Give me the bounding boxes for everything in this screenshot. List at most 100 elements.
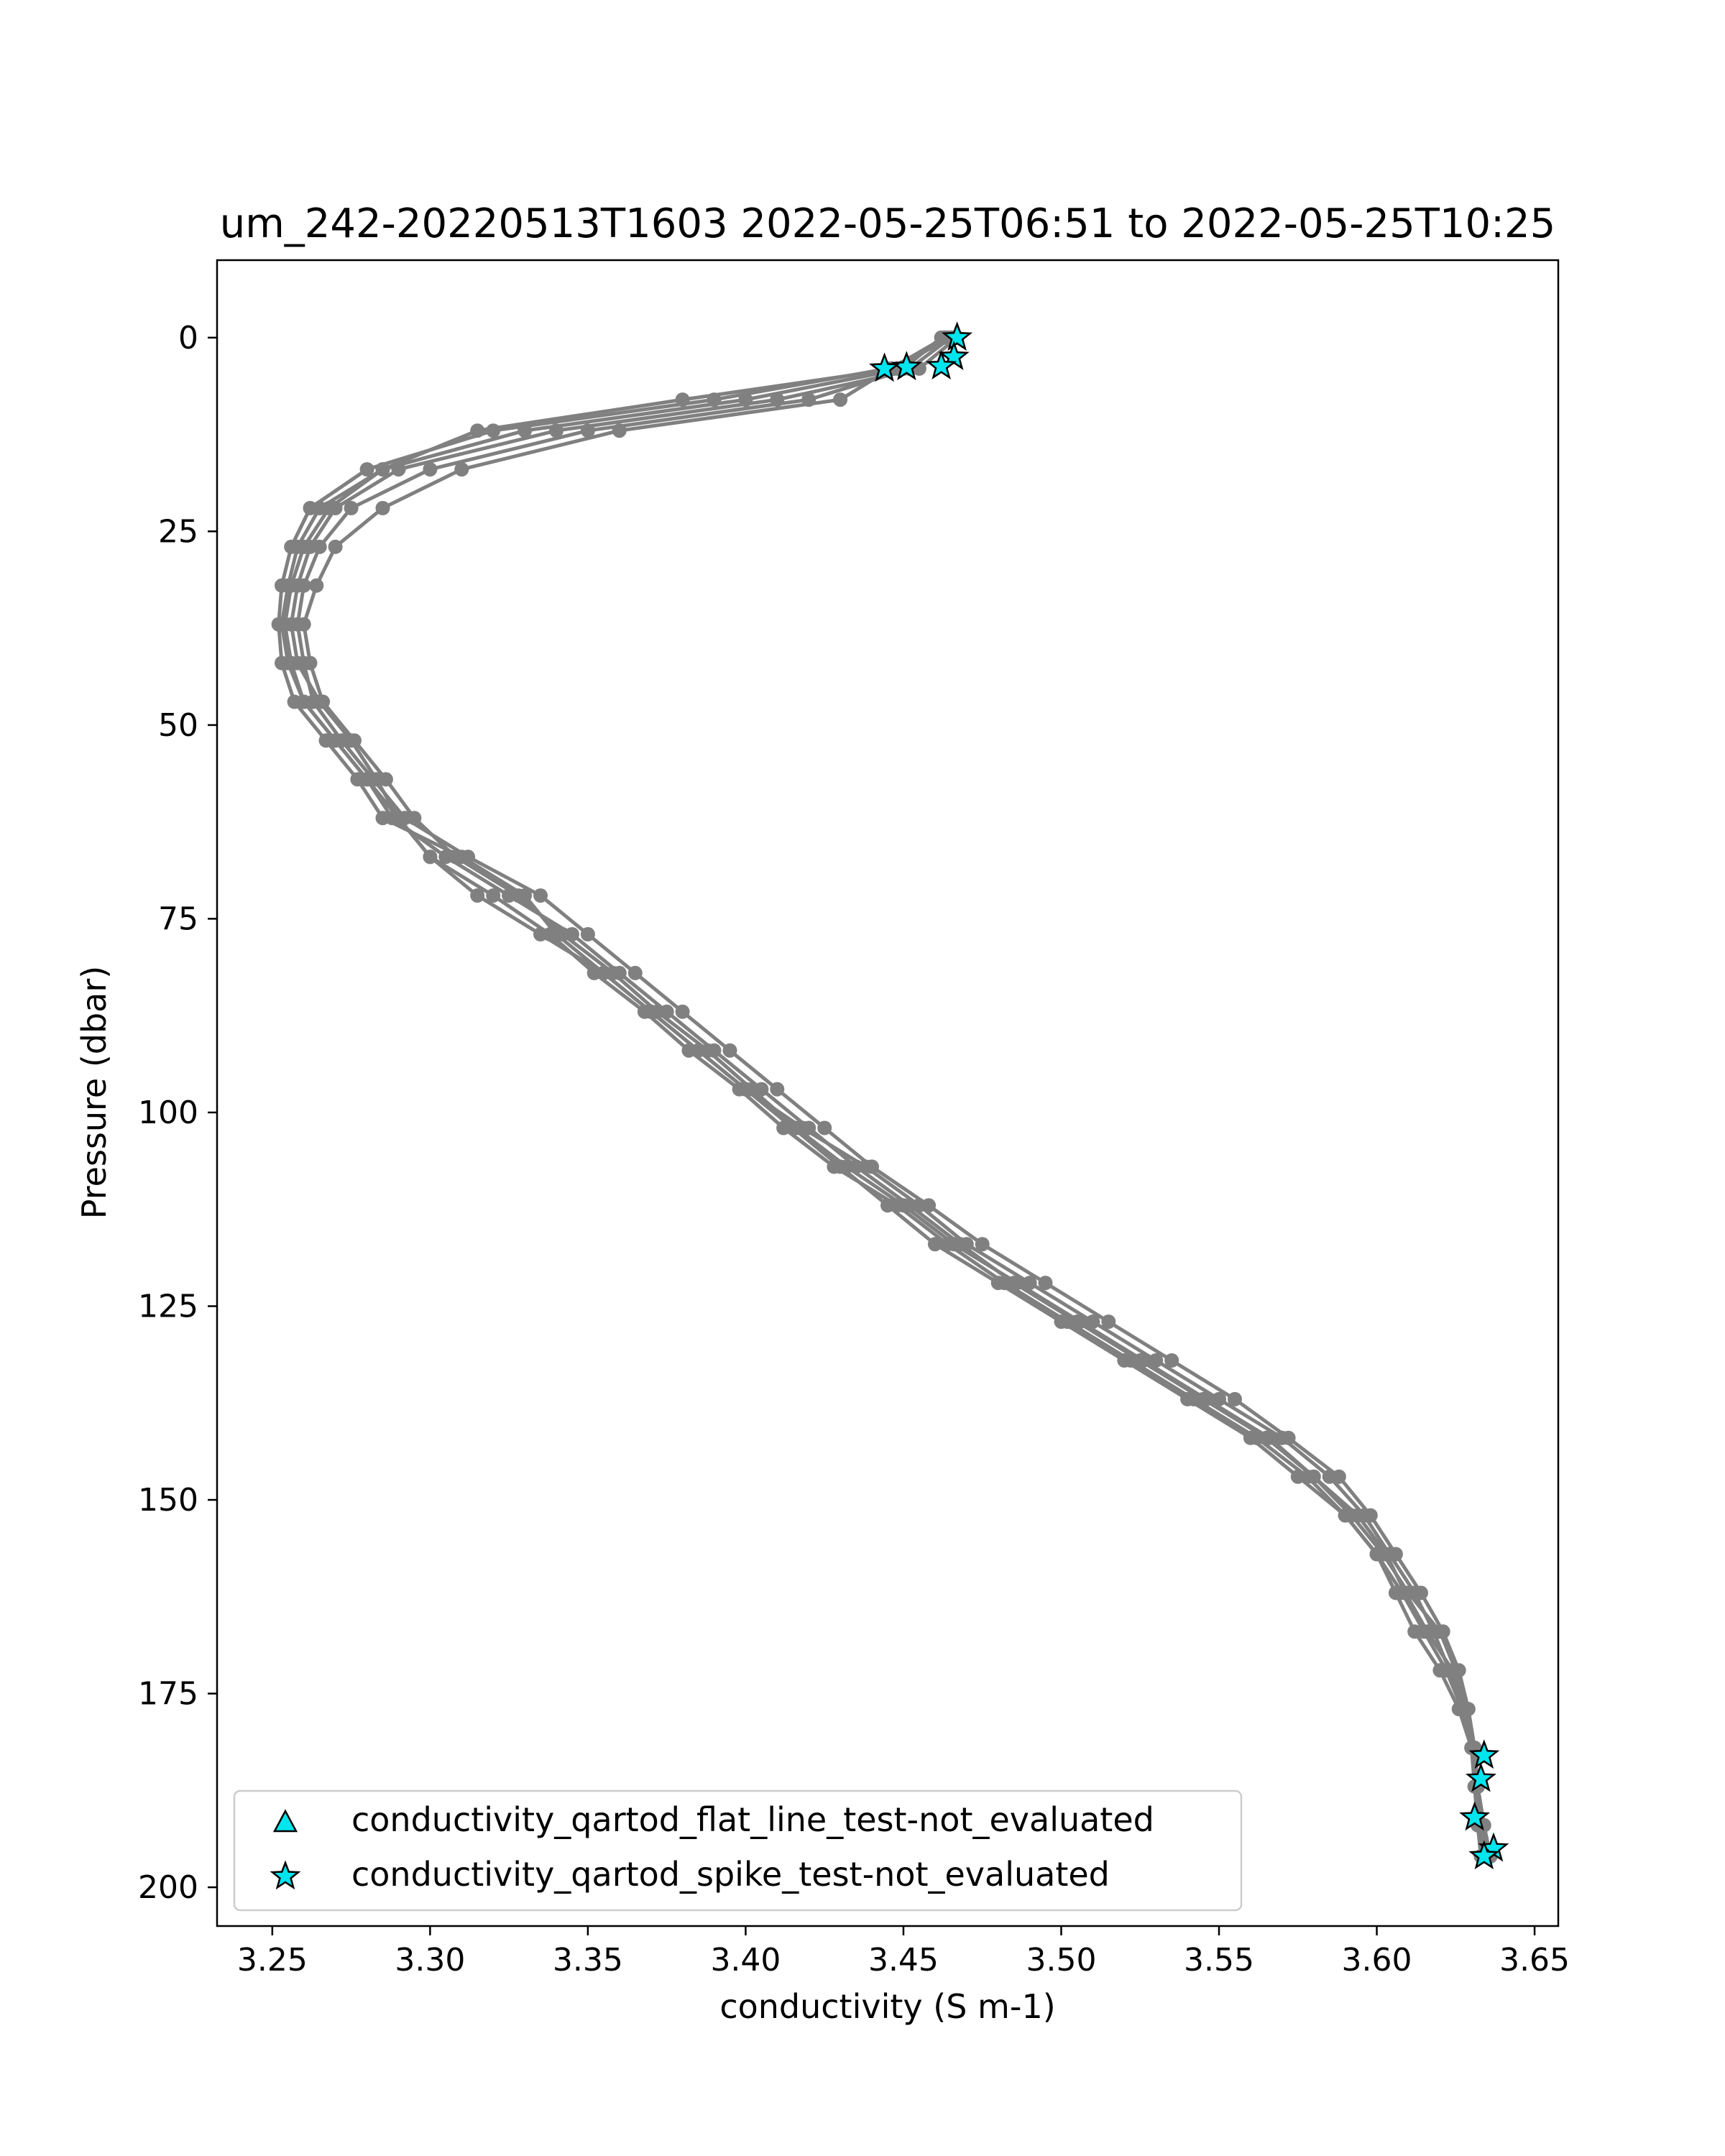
x-tick-label: 3.40 [710, 1942, 781, 1978]
data-point [328, 539, 343, 554]
data-point [375, 462, 390, 477]
data-point [347, 733, 362, 748]
data-point [865, 1159, 879, 1174]
spike-test-marker [1466, 1762, 1496, 1792]
data-point [1379, 1547, 1394, 1562]
data-point [681, 1043, 696, 1058]
x-tick-label: 3.35 [553, 1942, 623, 1978]
data-point [423, 462, 438, 477]
data-point [586, 965, 602, 980]
y-tick-label: 150 [138, 1482, 198, 1519]
data-point [454, 462, 469, 477]
data-point [817, 1120, 832, 1135]
legend: conductivity_qartod_flat_line_test-not_e… [233, 1789, 1243, 1912]
data-point [284, 578, 299, 593]
data-point [448, 849, 463, 865]
x-axis: 3.25 3.30 3.35 3.40 3.45 3.50 3.55 3.60 3.65 [237, 1926, 1570, 1978]
y-tick-label: 125 [138, 1288, 198, 1325]
data-point [359, 772, 374, 787]
y-tick-label: 75 [158, 900, 198, 937]
data-point [470, 423, 485, 438]
data-point [284, 655, 299, 671]
legend-frame [233, 1789, 1243, 1912]
data-point [375, 501, 390, 515]
x-tick-label: 3.60 [1342, 1942, 1412, 1978]
y-tick-label: 200 [138, 1869, 198, 1906]
data-point [407, 811, 422, 826]
data-point [700, 1043, 715, 1058]
legend-entry-flat-line: conductivity_qartod_flat_line_test-not_e… [272, 1800, 1154, 1839]
data-point [296, 617, 311, 632]
y-tick-label: 50 [158, 707, 198, 744]
spike-test-marker [942, 321, 973, 351]
legend-label-flat-line: conductivity_qartod_flat_line_test-not_e… [351, 1800, 1154, 1839]
spike-test-marker [926, 350, 957, 379]
marker-layer [869, 321, 1509, 1870]
data-point [732, 1082, 747, 1097]
data-point [328, 733, 343, 748]
chart-title: um_242-20220513T1603 2022-05-25T06:51 to… [220, 201, 1556, 247]
data-point [896, 1198, 911, 1213]
data-point [277, 617, 293, 632]
data-point [1420, 1624, 1435, 1639]
legend-label-spike: conductivity_qartod_spike_test-not_evalu… [351, 1855, 1110, 1894]
data-point [312, 539, 327, 554]
data-point [511, 888, 526, 903]
data-point [921, 1198, 937, 1213]
y-axis-label: Pressure (dbar) [75, 966, 114, 1219]
spike-test-marker [1459, 1801, 1491, 1831]
data-point [1363, 1508, 1378, 1523]
data-point [612, 423, 627, 438]
data-point [296, 694, 311, 709]
data-point [1398, 1585, 1413, 1600]
data-point [675, 1004, 690, 1019]
data-point [303, 501, 318, 515]
data-point [1351, 1508, 1366, 1523]
legend-star-shape [270, 1860, 301, 1890]
data-point [309, 578, 324, 593]
data-point [1445, 1663, 1460, 1678]
data-point [1338, 1508, 1353, 1523]
data-point [284, 539, 299, 554]
data-point [391, 811, 406, 826]
data-point [975, 1237, 990, 1252]
data-point [722, 1043, 737, 1058]
data-point [1228, 1391, 1242, 1406]
plot-frame [216, 259, 1560, 1927]
legend-entry-spike: conductivity_qartod_spike_test-not_evalu… [270, 1855, 1110, 1894]
spike-test-marker [1468, 1739, 1500, 1769]
data-point [627, 965, 643, 980]
y-tick-label: 0 [178, 320, 198, 356]
x-tick-label: 3.50 [1026, 1942, 1096, 1978]
x-tick-label: 3.30 [395, 1942, 465, 1978]
data-point [675, 392, 690, 407]
data-point [637, 1004, 652, 1019]
data-point [486, 888, 501, 903]
data-point [788, 1120, 804, 1135]
data-point [770, 1082, 785, 1097]
data-point [1136, 1353, 1151, 1368]
data-point [543, 927, 558, 941]
data-point [303, 655, 318, 671]
x-axis-label: conductivity (S m-1) [719, 1987, 1055, 2026]
x-tick-label: 3.25 [237, 1942, 308, 1978]
data-point [344, 501, 359, 515]
data-point [1072, 1314, 1087, 1330]
spike-test-marker [891, 351, 922, 381]
data-point [321, 501, 336, 515]
data-point [833, 392, 848, 407]
spike-test-marker [869, 352, 901, 382]
data-point [1164, 1353, 1179, 1368]
data-point [1432, 1663, 1448, 1678]
data-point [1414, 1585, 1428, 1600]
data-point [423, 849, 438, 865]
x-tick-label: 3.65 [1499, 1942, 1570, 1978]
data-point [606, 965, 620, 980]
data-point [296, 578, 311, 593]
data-point [1331, 1469, 1346, 1484]
data-point [470, 888, 485, 903]
data-point [359, 462, 374, 477]
data-point [839, 1159, 854, 1174]
data-point [745, 1082, 760, 1097]
